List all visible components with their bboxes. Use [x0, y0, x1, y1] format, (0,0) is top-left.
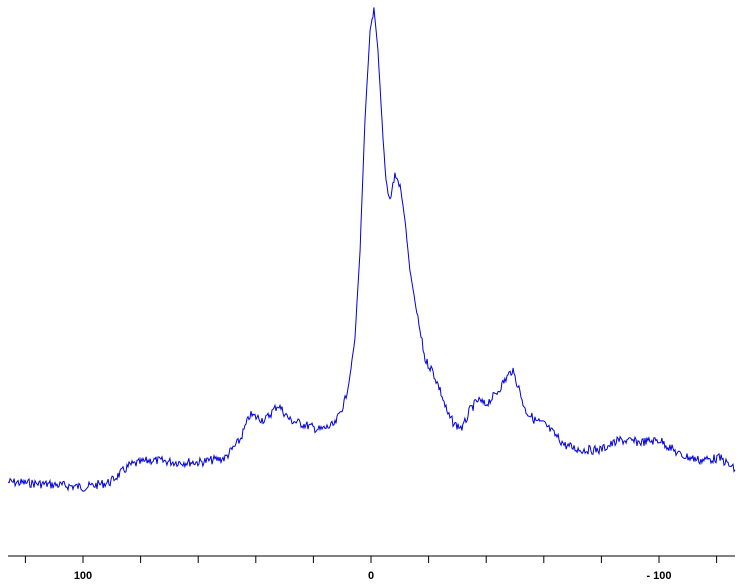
series-layer: [7, 7, 736, 492]
x-axis-ticks: [24, 556, 718, 563]
x-tick-label: - 100: [646, 570, 671, 582]
x-tick-label: 0: [368, 570, 374, 582]
x-tick-label: 100: [74, 570, 92, 582]
spectrum-line: [7, 7, 736, 492]
